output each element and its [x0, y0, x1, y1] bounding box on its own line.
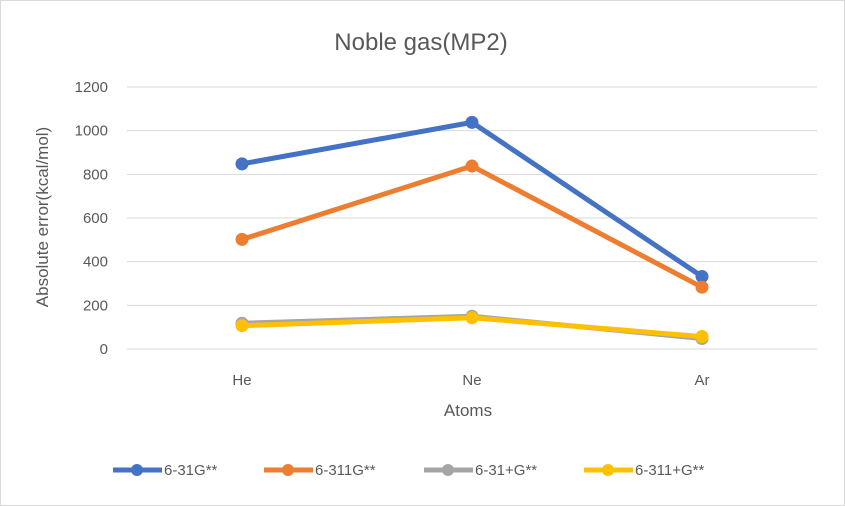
legend-entry: 6-31G**: [113, 462, 218, 479]
legend: 6-31G** 6-311G** 6-31+G** 6-311+G**: [113, 462, 705, 479]
legend-entry: 6-31+G**: [424, 462, 537, 479]
y-tick-label: 200: [83, 297, 108, 314]
x-axis-title: Atoms: [444, 401, 492, 420]
legend-entry: 6-311G**: [264, 462, 376, 479]
legend-swatch-marker: [442, 464, 454, 476]
x-tick-label: Ar: [695, 372, 710, 389]
data-point: [695, 280, 709, 294]
y-axis-title: Absolute error(kcal/mol): [33, 127, 52, 307]
legend-swatch-marker: [282, 464, 294, 476]
chart-title: Noble gas(MP2): [334, 29, 507, 56]
data-point: [235, 157, 249, 171]
series-3: [235, 311, 709, 344]
data-point: [235, 319, 249, 333]
legend-entry: 6-311+G**: [584, 462, 705, 479]
data-point: [235, 232, 249, 246]
legend-swatch-marker: [131, 464, 143, 476]
y-tick-label: 600: [83, 210, 108, 227]
x-tick-label: He: [232, 372, 251, 389]
data-point: [465, 311, 479, 325]
series-0: [235, 115, 709, 284]
data-point: [695, 330, 709, 344]
data-point: [465, 115, 479, 129]
series-lines: [235, 115, 709, 346]
series-1: [235, 159, 709, 294]
data-point: [465, 159, 479, 173]
y-tick-labels: 0 200 400 600 800 1000 1200: [75, 79, 108, 358]
y-tick-label: 1200: [75, 79, 108, 96]
legend-label: 6-311G**: [315, 462, 376, 479]
legend-swatch-marker: [602, 464, 614, 476]
gridlines: [127, 86, 817, 350]
legend-label: 6-31+G**: [475, 462, 537, 479]
y-tick-label: 0: [100, 341, 108, 358]
x-tick-labels: He Ne Ar: [232, 372, 709, 389]
y-tick-label: 1000: [75, 123, 108, 140]
legend-label: 6-311+G**: [635, 462, 705, 479]
y-tick-label: 400: [83, 254, 108, 271]
y-tick-label: 800: [83, 166, 108, 183]
series-line: [239, 163, 705, 290]
legend-label: 6-31G**: [164, 462, 218, 479]
x-tick-label: Ne: [462, 372, 481, 389]
